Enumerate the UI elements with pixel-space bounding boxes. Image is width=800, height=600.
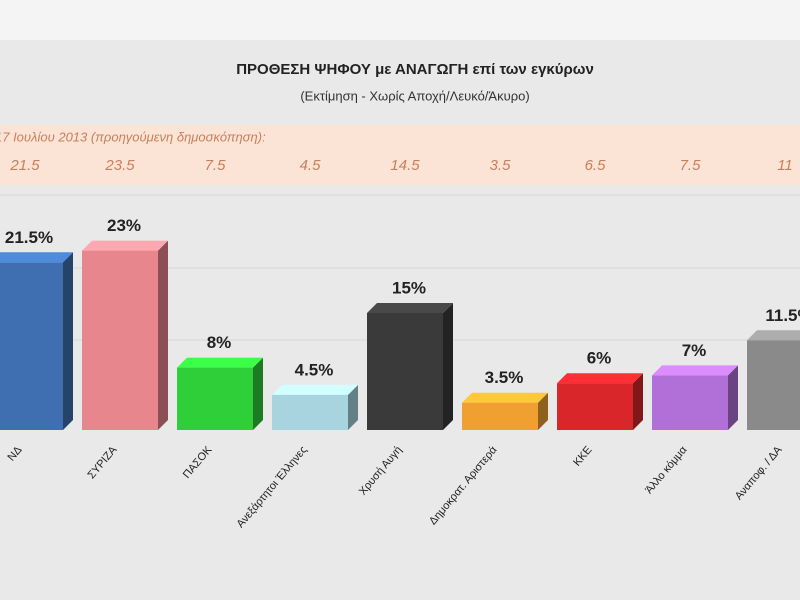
value-label: 11.5% — [765, 306, 800, 325]
value-label: 6% — [587, 349, 612, 368]
bar-side — [538, 392, 548, 430]
bar-top — [177, 357, 263, 368]
previous-value: 14.5 — [390, 157, 420, 174]
previous-value: 3.5 — [490, 157, 512, 174]
bar — [177, 367, 253, 430]
previous-band — [0, 125, 800, 185]
value-label: 7% — [682, 341, 707, 360]
bar — [652, 375, 728, 430]
bar-top — [367, 303, 453, 313]
bar-side — [633, 373, 643, 430]
bar — [367, 313, 443, 430]
bar-side — [63, 252, 73, 430]
bar-top — [557, 373, 643, 384]
previous-value: 23.5 — [104, 157, 135, 174]
value-label: 8% — [207, 333, 232, 352]
bar-side — [158, 240, 168, 430]
bar-top — [747, 330, 800, 341]
value-label: 21.5% — [5, 228, 53, 247]
previous-value: 11 — [777, 157, 793, 174]
value-label: 4.5% — [295, 360, 334, 379]
bar-top — [462, 392, 548, 403]
bar — [747, 340, 800, 430]
previous-value: 4.5 — [300, 157, 322, 174]
previous-value: 6.5 — [585, 157, 607, 174]
bar — [82, 250, 158, 430]
chart-title: ΠΡΟΘΕΣΗ ΨΗΦΟΥ με ΑΝΑΓΩΓΗ επί των εγκύρων — [236, 61, 594, 78]
value-label: 3.5% — [485, 368, 524, 387]
bar-side — [348, 384, 358, 430]
top-band — [0, 0, 800, 40]
bar — [557, 383, 633, 430]
bar — [462, 402, 538, 430]
bar-top — [272, 384, 358, 395]
previous-value: 7.5 — [205, 157, 227, 174]
previous-value: 21.5 — [9, 157, 40, 174]
bar — [272, 394, 348, 430]
bar-side — [728, 365, 738, 430]
value-label: 15% — [392, 278, 426, 297]
chart-subtitle: (Εκτίμηση - Χωρίς Αποχή/Λευκό/Άκυρο) — [300, 88, 529, 103]
bar-top — [652, 365, 738, 376]
previous-label: 17 Ιουλίου 2013 (προηγούμενη δημοσκόπηση… — [0, 129, 266, 144]
value-label: 23% — [107, 216, 141, 235]
bar — [0, 262, 63, 430]
bar-side — [443, 303, 453, 430]
bar-side — [253, 357, 263, 430]
bar-top — [0, 252, 73, 263]
previous-value: 7.5 — [680, 157, 702, 174]
bar-top — [82, 240, 168, 251]
